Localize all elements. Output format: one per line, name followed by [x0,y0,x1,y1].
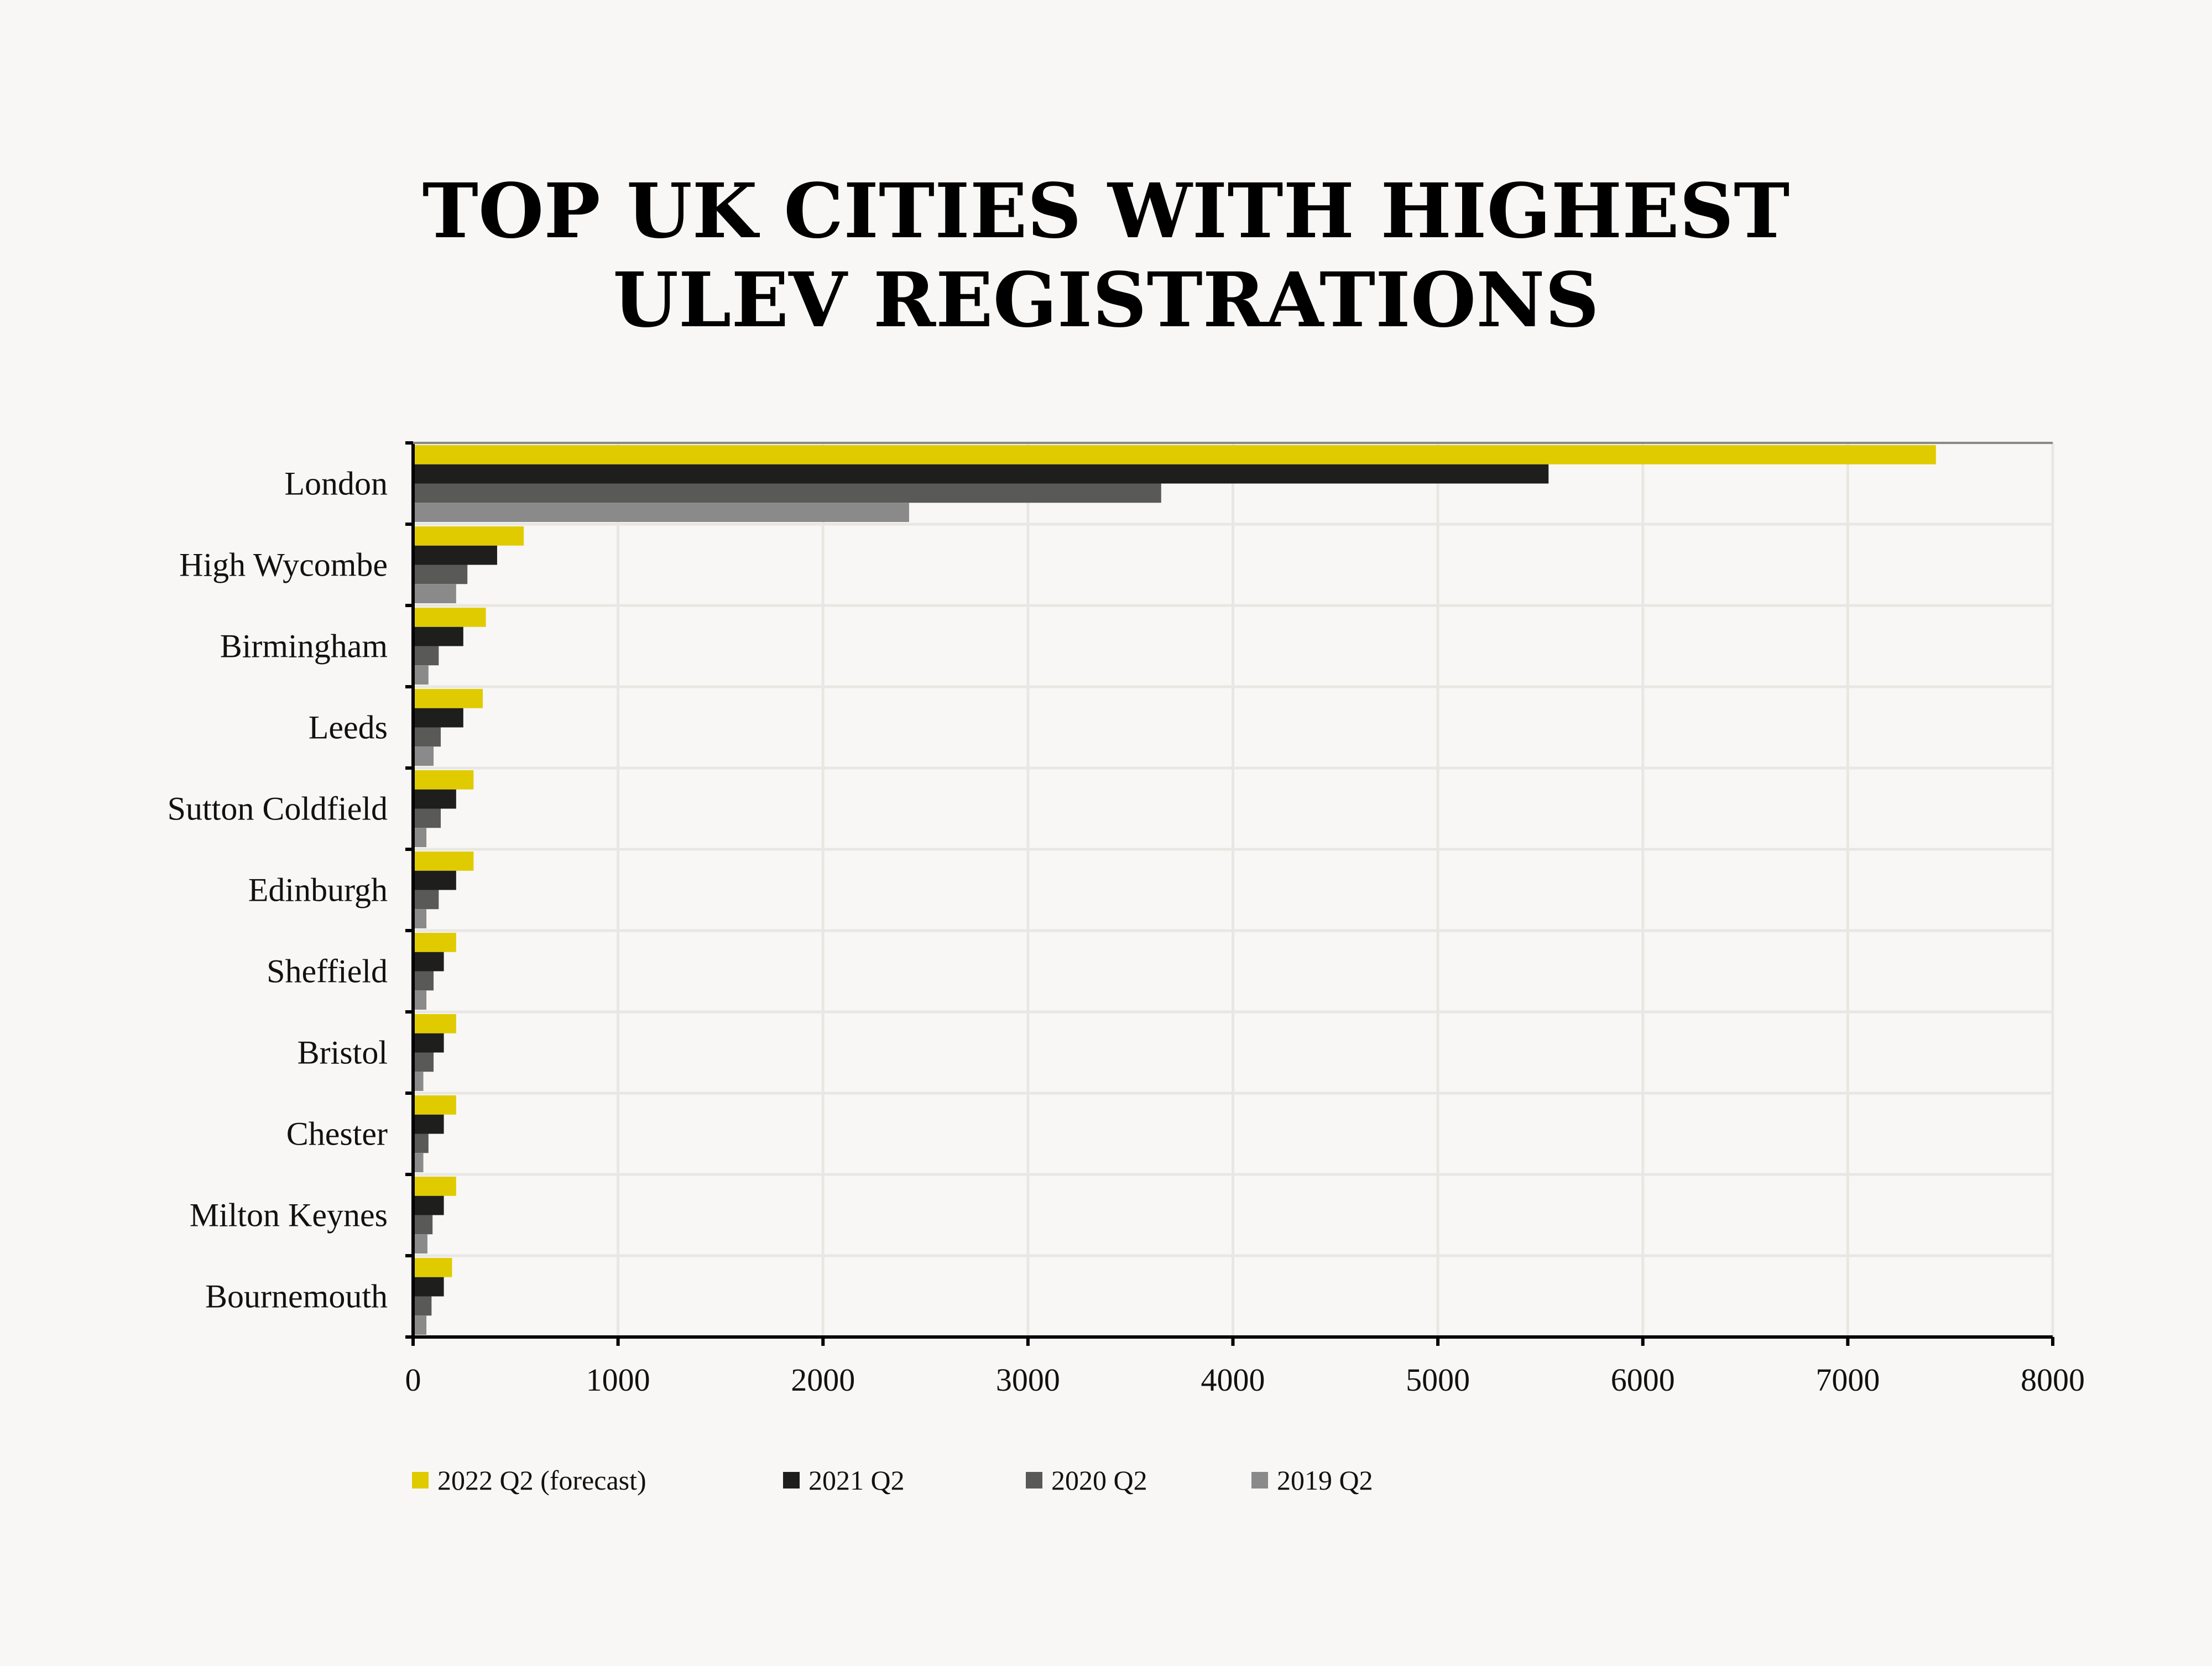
bar-edinburgh-2021-q2 [413,870,456,890]
bar-sheffield-2020-q2 [413,971,434,991]
legend-swatch [1251,1472,1268,1489]
bar-edinburgh-2019-q2 [413,909,427,928]
bar-leeds-2021-q2 [413,708,463,728]
category-label: Sheffield [267,953,388,990]
bar-chester-2019-q2 [413,1153,424,1172]
bar-bournemouth-2020-q2 [413,1296,432,1316]
bar-sutton-coldfield-2020-q2 [413,808,441,828]
x-tick-label: 1000 [586,1362,650,1398]
legend-label: 2020 Q2 [1051,1465,1147,1496]
category-label: Bournemouth [205,1278,388,1315]
x-tick-label: 8000 [2021,1362,2085,1398]
bar-sutton-coldfield-2019-q2 [413,828,427,847]
bar-chester-2020-q2 [413,1134,429,1153]
bar-chester-2022-q2-forecast [413,1095,456,1115]
bar-sutton-coldfield-2021-q2 [413,789,456,809]
bar-milton-keynes-2019-q2 [413,1234,427,1254]
chart-title-line-1: TOP UK CITIES WITH HIGHEST [422,167,1790,255]
bar-edinburgh-2020-q2 [413,890,439,910]
bar-sheffield-2021-q2 [413,952,444,972]
x-tick-label: 2000 [791,1362,855,1398]
bar-bristol-2019-q2 [413,1072,424,1091]
x-tick-label: 3000 [996,1362,1060,1398]
bar-bristol-2021-q2 [413,1033,444,1053]
bar-london-2019-q2 [413,503,909,522]
category-label: Bristol [298,1035,388,1071]
category-label: Chester [286,1116,388,1152]
legend-label: 2019 Q2 [1277,1465,1373,1496]
category-label: Leeds [309,709,388,746]
bar-sheffield-2022-q2-forecast [413,933,456,952]
bar-edinburgh-2022-q2-forecast [413,852,474,871]
x-tick-label: 4000 [1201,1362,1265,1398]
bar-leeds-2019-q2 [413,746,434,766]
bar-milton-keynes-2021-q2 [413,1195,444,1215]
bar-bournemouth-2019-q2 [413,1315,427,1335]
x-tick-label: 7000 [1815,1362,1880,1398]
bar-milton-keynes-2020-q2 [413,1215,433,1235]
bar-chester-2021-q2 [413,1114,444,1134]
legend-swatch [1026,1472,1042,1489]
x-tick-label: 5000 [1406,1362,1470,1398]
legend-label: 2021 Q2 [808,1465,905,1496]
bar-sheffield-2019-q2 [413,990,427,1010]
category-label: Birmingham [220,628,388,665]
bar-birmingham-2020-q2 [413,646,439,666]
bar-birmingham-2019-q2 [413,665,429,685]
bar-bournemouth-2022-q2-forecast [413,1258,452,1277]
x-tick-label: 0 [405,1362,421,1398]
bar-milton-keynes-2022-q2-forecast [413,1177,456,1196]
bar-birmingham-2022-q2-forecast [413,608,486,627]
bar-leeds-2020-q2 [413,727,441,747]
bar-london-2021-q2 [413,464,1549,484]
bar-bristol-2020-q2 [413,1052,434,1072]
bar-high-wycombe-2020-q2 [413,565,468,584]
category-label: London [284,466,388,502]
bar-bournemouth-2021-q2 [413,1277,444,1297]
legend-swatch [412,1472,429,1489]
bar-high-wycombe-2019-q2 [413,584,456,603]
chart-title-line-2: ULEV REGISTRATIONS [613,256,1599,344]
bar-london-2022-q2-forecast [413,445,1936,464]
bar-high-wycombe-2021-q2 [413,545,497,565]
bar-sutton-coldfield-2022-q2-forecast [413,770,474,790]
x-tick-label: 6000 [1611,1362,1675,1398]
bar-leeds-2022-q2-forecast [413,689,483,708]
category-label: Milton Keynes [190,1197,388,1234]
category-label: Sutton Coldfield [168,791,388,827]
legend-swatch [783,1472,800,1489]
bar-birmingham-2021-q2 [413,626,463,646]
category-label: High Wycombe [179,547,388,583]
category-label: Edinburgh [248,872,388,908]
bar-bristol-2022-q2-forecast [413,1014,456,1033]
bar-high-wycombe-2022-q2-forecast [413,526,524,546]
legend-label: 2022 Q2 (forecast) [437,1465,646,1496]
bar-london-2020-q2 [413,483,1161,503]
